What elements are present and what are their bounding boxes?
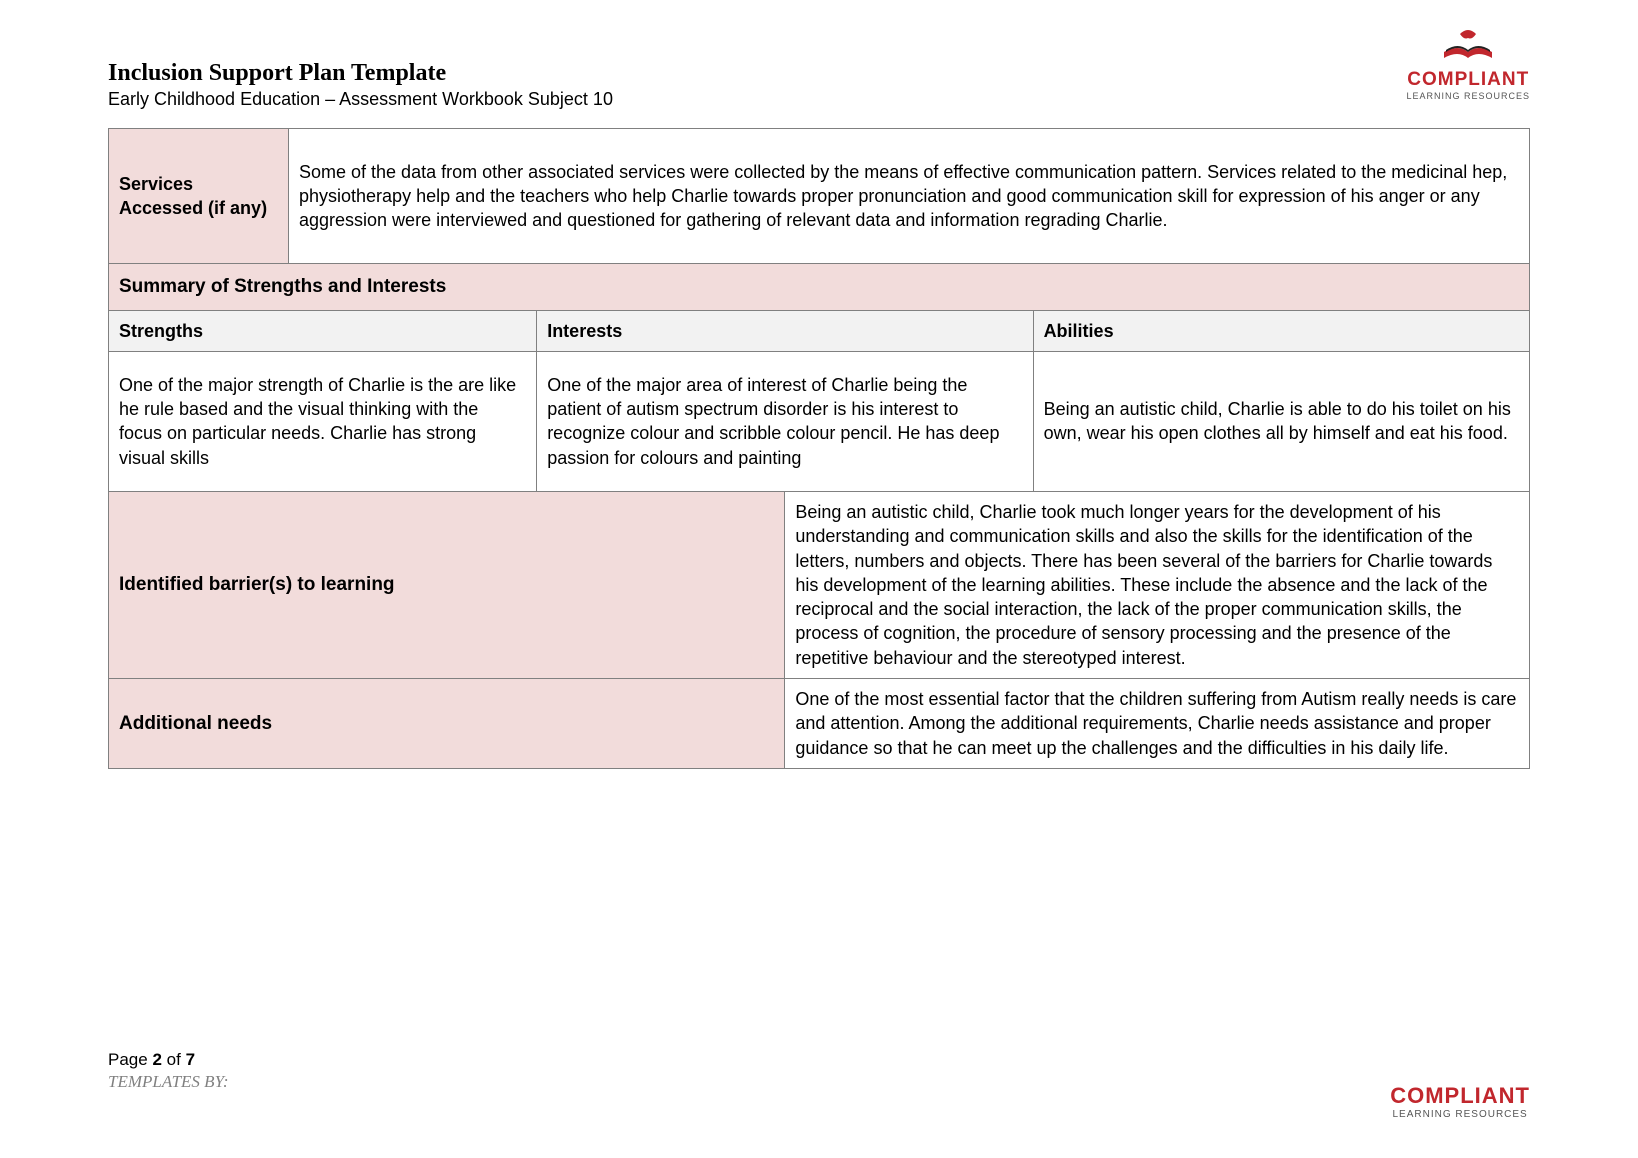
services-row: Services Accessed (if any) Some of the d… [109,129,1530,264]
brand-tagline-footer: LEARNING RESOURCES [1390,1109,1530,1120]
templates-by-label: TEMPLATES BY: [108,1072,229,1092]
page-footer: Page 2 of 7 TEMPLATES BY: [108,1050,229,1092]
services-accessed-label: Services Accessed (if any) [109,129,289,264]
brand-name-footer: COMPLIANT [1390,1083,1530,1109]
of-word: of [167,1050,181,1069]
strengths-cell: One of the major strength of Charlie is … [109,351,537,491]
summary-heading: Summary of Strengths and Interests [109,264,1530,311]
interests-cell: One of the major area of interest of Cha… [537,351,1033,491]
page-total: 7 [186,1050,195,1069]
document-page: Inclusion Support Plan Template Early Ch… [0,0,1638,769]
header-row: Inclusion Support Plan Template Early Ch… [108,24,1530,110]
col-abilities-header: Abilities [1033,310,1529,351]
sia-body-row: One of the major strength of Charlie is … [109,351,1530,491]
plan-table: Services Accessed (if any) Some of the d… [108,128,1530,769]
brand-logo-bottom: COMPLIANT LEARNING RESOURCES [1390,1083,1530,1120]
brand-logo-top: COMPLIANT LEARNING RESOURCES [1406,28,1530,101]
needs-text: One of the most essential factor that th… [785,679,1530,769]
needs-row: Additional needs One of the most essenti… [109,679,1530,769]
brand-tagline: LEARNING RESOURCES [1406,91,1530,101]
col-strengths-header: Strengths [109,310,537,351]
brand-name: COMPLIANT [1406,69,1530,91]
summary-heading-row: Summary of Strengths and Interests [109,264,1530,311]
page-current: 2 [152,1050,161,1069]
page-subtitle: Early Childhood Education – Assessment W… [108,89,613,110]
header-text-block: Inclusion Support Plan Template Early Ch… [108,24,613,110]
col-interests-header: Interests [537,310,1033,351]
sia-header-row: Strengths Interests Abilities [109,310,1530,351]
barriers-text: Being an autistic child, Charlie took mu… [785,491,1530,678]
page-number-line: Page 2 of 7 [108,1050,229,1070]
book-icon [1406,28,1530,67]
page-word: Page [108,1050,148,1069]
barriers-label: Identified barrier(s) to learning [109,491,785,678]
page-title: Inclusion Support Plan Template [108,60,613,87]
barriers-row: Identified barrier(s) to learning Being … [109,491,1530,678]
needs-label: Additional needs [109,679,785,769]
abilities-cell: Being an autistic child, Charlie is able… [1033,351,1529,491]
services-accessed-text: Some of the data from other associated s… [289,129,1530,264]
